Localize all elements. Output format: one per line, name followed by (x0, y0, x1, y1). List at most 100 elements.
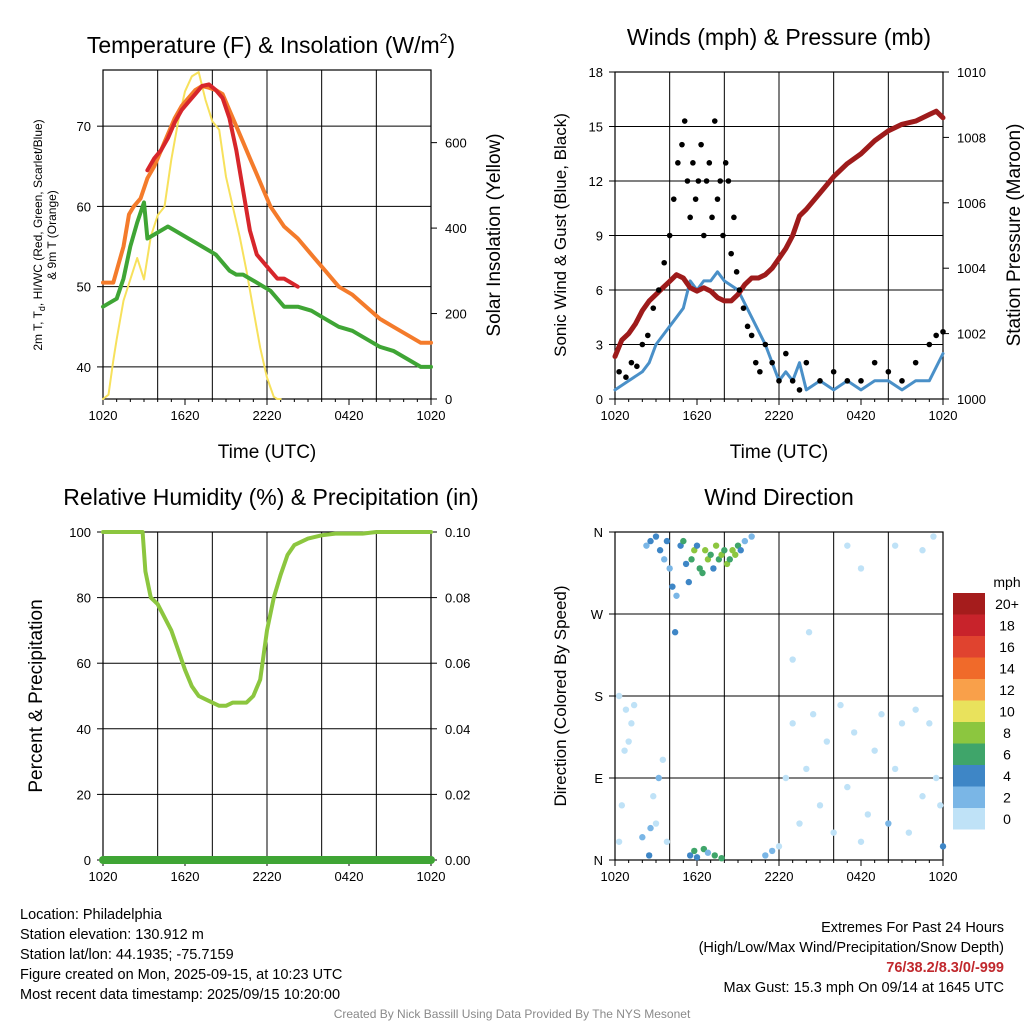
max-gust: Max Gust: 15.3 mph On 09/14 at 1645 UTC (723, 980, 1004, 996)
wind-direction-point (926, 720, 933, 727)
wind-direction-point (712, 542, 720, 549)
chart-title: Winds (mph) & Pressure (mb) (627, 24, 931, 50)
wind-gust-point (803, 359, 810, 366)
y-tick-label: 50 (77, 280, 91, 295)
wind-direction-point (691, 847, 698, 855)
wind-direction-point (630, 701, 638, 709)
wind-direction-point (837, 701, 844, 709)
wind-gust-point (789, 378, 796, 384)
heat-index-line (145, 82, 300, 289)
wind-gust-point (655, 287, 662, 293)
extremes-title: Extremes For Past 24 Hours (821, 920, 1004, 936)
colorbar-title: mph (993, 574, 1020, 590)
y-tick-label: 0 (596, 392, 603, 407)
wind-gust-point (731, 214, 737, 221)
x-tick-label: 2220 (765, 869, 794, 884)
wind-direction-point (718, 854, 725, 862)
colorbar-label: 10 (999, 704, 1015, 720)
wind-gust-point (634, 363, 640, 370)
wind-gust-point (736, 287, 743, 293)
wind-direction-point (898, 720, 906, 727)
wind-direction-point (702, 547, 709, 554)
solar-insolation-line (102, 71, 282, 400)
wind-direction-point (932, 774, 940, 782)
wind-gust-point (709, 214, 715, 221)
y-tick-label: 3 (596, 338, 603, 353)
wind-direction-point (816, 802, 824, 809)
wind-gust-point (885, 368, 892, 375)
colorbar-swatch (953, 657, 985, 679)
colorbar-label: 18 (999, 618, 1015, 634)
wind-gust-point (695, 178, 702, 184)
x-tick-label: 0420 (335, 408, 364, 423)
wind-direction-point (878, 711, 885, 718)
wind-gust-point (661, 259, 667, 266)
y-axis-label: 2m T, Td, HI/WC (Red, Green, Scarlet/Blu… (31, 119, 47, 350)
wind-gust-point (714, 196, 721, 202)
wind-gust-point (675, 160, 681, 166)
wind-direction-point (726, 556, 733, 563)
y-label-part: 2m T, T (31, 310, 45, 350)
wind-gust-point (926, 341, 933, 348)
wind-direction-point (930, 533, 937, 540)
wind-gust-point (844, 378, 851, 384)
y-axis-label: Direction (Colored By Speed) (551, 585, 570, 806)
wind-direction-point (652, 820, 660, 827)
y-tick-label: 18 (589, 65, 603, 80)
x-tick-label: 1020 (929, 408, 958, 423)
y-tick-label-right: 0 (445, 392, 452, 407)
wind-gust-point (717, 178, 724, 184)
y-tick-label: 80 (77, 591, 91, 606)
wind-gust-point (703, 178, 710, 184)
wind-direction-point (919, 793, 926, 800)
y-tick-label: 0 (84, 853, 91, 868)
x-tick-label: 1620 (683, 869, 712, 884)
y-tick-label: 70 (77, 119, 91, 134)
wind-gust-point (796, 387, 803, 393)
grid-lines (157, 532, 377, 860)
x-tick-label: 1020 (417, 408, 446, 423)
x-tick-label: 0420 (847, 408, 876, 423)
station-latlon: Station lat/lon: 44.1935; -75.7159 (20, 947, 234, 963)
wind-direction-point (693, 854, 701, 861)
wind-gust-point (639, 341, 646, 348)
colorbar-label: 8 (1003, 725, 1011, 741)
grid-lines (157, 70, 377, 399)
colorbar-swatch (953, 743, 985, 765)
wind-direction-point (905, 829, 913, 836)
x-tick-label: 1620 (171, 408, 200, 423)
wind-gust-point (690, 160, 696, 166)
humidity-precipitation-chart: 1020 1620 2220 0420 10200204060801000.000.02… (26, 484, 479, 884)
colorbar-label: 20+ (995, 596, 1019, 612)
wind-direction-point (656, 547, 664, 554)
x-tick-label: 1020 (929, 869, 958, 884)
wind-direction-point (688, 556, 695, 563)
wind-direction-point (650, 793, 657, 800)
wind-direction-point (823, 738, 831, 745)
wind-direction-point (615, 838, 623, 845)
y-tick-label-right: 400 (445, 221, 467, 236)
y-tick-label: 100 (69, 525, 91, 540)
credit-line: Created By Nick Bassill Using Data Provi… (333, 1007, 691, 1021)
x-axis-label: Time (UTC) (218, 442, 317, 463)
figure-created: Figure created on Mon, 2025-09-15, at 10… (20, 967, 343, 983)
wind-direction-point (693, 542, 701, 549)
y-tick-label: 6 (596, 283, 603, 298)
wind-direction-point (686, 852, 694, 859)
wind-gust-point (725, 178, 732, 184)
y-tick-label: 60 (77, 656, 91, 671)
y-tick-label-right: 0.04 (445, 722, 470, 737)
y-tick-label-right: 0.06 (445, 656, 470, 671)
x-tick-label: 2220 (253, 408, 282, 423)
wind-gust-point (762, 341, 769, 348)
colorbar: mph 20+ 18 16 14 12 10 8 6 4 2 0 (953, 574, 1021, 830)
chart-title: Temperature (F) & Insolation (W/m2) (87, 30, 455, 58)
title-text: Temperature (F) & Insolation (W/m (87, 32, 440, 58)
x-tick-label: 0420 (847, 869, 876, 884)
wind-direction-point (809, 711, 817, 718)
wind-direction-point (737, 547, 744, 554)
wind-direction-point (673, 592, 680, 599)
wind-gust-point (623, 374, 629, 381)
y-tick-label: 60 (77, 199, 91, 214)
wind-direction-point (618, 802, 626, 809)
